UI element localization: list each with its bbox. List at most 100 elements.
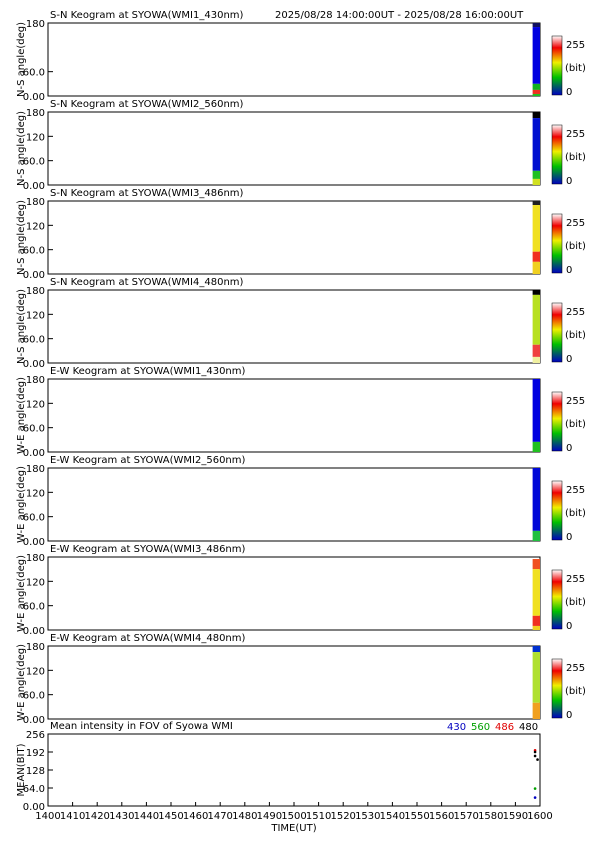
x-tick-label: 1590 [503,811,528,822]
y-tick-label: 60.0 [23,157,45,168]
x-tick-label: 1420 [84,811,109,822]
keogram-cell [532,112,540,119]
y-tick-label: 60.0 [23,424,45,435]
data-point [536,758,539,761]
y-axis-label: N-S angle(deg) [16,111,27,186]
keogram-cell [532,83,540,90]
colorbar-min: 0 [566,443,572,454]
keogram-cell [532,205,540,252]
y-tick-label: 0.00 [23,92,45,103]
x-tick-label: 1440 [134,811,159,822]
panel-title: S-N Keogram at SYOWA(WMI4_480nm) [50,277,244,288]
keogram-cell [532,569,540,616]
panel-title: S-N Keogram at SYOWA(WMI3_486nm) [50,188,244,199]
x-tick-label: 1580 [478,811,503,822]
y-axis-label: N-S angle(deg) [16,200,27,275]
keogram-cell [532,93,540,96]
data-point [533,787,537,790]
colorbar-unit: (bit) [565,241,586,252]
y-tick-label: 128 [26,766,45,777]
x-tick-label: 1540 [380,811,405,822]
x-tick-label: 1400 [35,811,60,822]
y-tick-label: 0.00 [23,181,45,192]
colorbar-min: 0 [566,532,572,543]
colorbar-min: 0 [566,265,572,276]
colorbar-max: 255 [566,574,585,585]
y-tick-label: 180 [26,108,45,119]
x-tick-label: 1430 [109,811,134,822]
colorbar-max: 255 [566,307,585,318]
colorbar-min: 0 [566,176,572,187]
x-tick-label: 1520 [330,811,355,822]
colorbar [551,658,563,719]
x-tick-label: 1510 [306,811,331,822]
keogram-cell [532,615,540,626]
x-tick-label: 1530 [355,811,380,822]
colorbar-unit: (bit) [565,419,586,430]
keogram-cell [532,530,540,541]
keogram-cell [532,170,540,179]
y-tick-label: 60.0 [23,68,45,79]
y-tick-label: 0.00 [23,359,45,370]
x-tick-label: 1470 [207,811,232,822]
legend-entry: 430 [447,722,466,733]
keogram-cell [532,646,540,653]
y-tick-label: 180 [26,286,45,297]
y-axis-label: W-E angle(deg) [16,644,27,721]
colorbar [551,213,563,274]
x-axis-label: TIME(UT) [270,823,316,834]
x-tick-label: 1490 [257,811,282,822]
time-range: 2025/08/28 14:00:00UT - 2025/08/28 16:00… [275,10,524,21]
colorbar-unit: (bit) [565,330,586,341]
panel-title: S-N Keogram at SYOWA(WMI1_430nm) [50,10,244,21]
colorbar-unit: (bit) [565,597,586,608]
y-axis-label: N-S angle(deg) [16,22,27,97]
panel-title: E-W Keogram at SYOWA(WMI3_486nm) [50,544,246,555]
keogram-cell [532,89,540,94]
keogram-cell [532,251,540,262]
y-tick-label: 180 [26,375,45,386]
y-tick-label: 180 [26,197,45,208]
keogram-cell [532,23,540,28]
y-tick-label: 0.00 [23,537,45,548]
colorbar [551,35,563,96]
colorbar-max: 255 [566,663,585,674]
colorbar-max: 255 [566,40,585,51]
y-tick-label: 60.0 [23,246,45,257]
y-axis-label: W-E angle(deg) [16,555,27,632]
y-axis-label: MEAN(BIT) [16,743,27,796]
y-tick-label: 60.0 [23,602,45,613]
y-tick-label: 180 [26,19,45,30]
y-tick-label: 0.00 [23,802,45,813]
keogram-cell [532,118,540,171]
y-tick-label: 0.00 [23,270,45,281]
y-tick-label: 180 [26,642,45,653]
legend-entry: 560 [471,722,490,733]
colorbar-min: 0 [566,87,572,98]
x-tick-label: 1460 [183,811,208,822]
y-axis-label: N-S angle(deg) [16,289,27,364]
keogram-cell [532,468,540,531]
colorbar [551,569,563,630]
y-tick-label: 256 [26,730,45,741]
keogram-cell [532,356,540,363]
y-tick-label: 120 [26,666,45,677]
x-tick-label: 1560 [429,811,454,822]
keogram-cell [532,625,540,630]
x-tick-label: 1410 [60,811,85,822]
colorbar-unit: (bit) [565,152,586,163]
data-point [533,754,537,758]
y-tick-label: 120 [26,221,45,232]
colorbar-max: 255 [566,129,585,140]
colorbar-min: 0 [566,621,572,632]
colorbar-unit: (bit) [565,508,586,519]
keogram-cell [532,652,540,703]
panel-title: S-N Keogram at SYOWA(WMI2_560nm) [50,99,244,110]
y-tick-label: 120 [26,488,45,499]
y-tick-label: 64.0 [23,784,45,795]
colorbar [551,391,563,452]
keogram-cell [532,201,540,206]
x-tick-label: 1480 [232,811,257,822]
keogram-cell [532,27,540,84]
